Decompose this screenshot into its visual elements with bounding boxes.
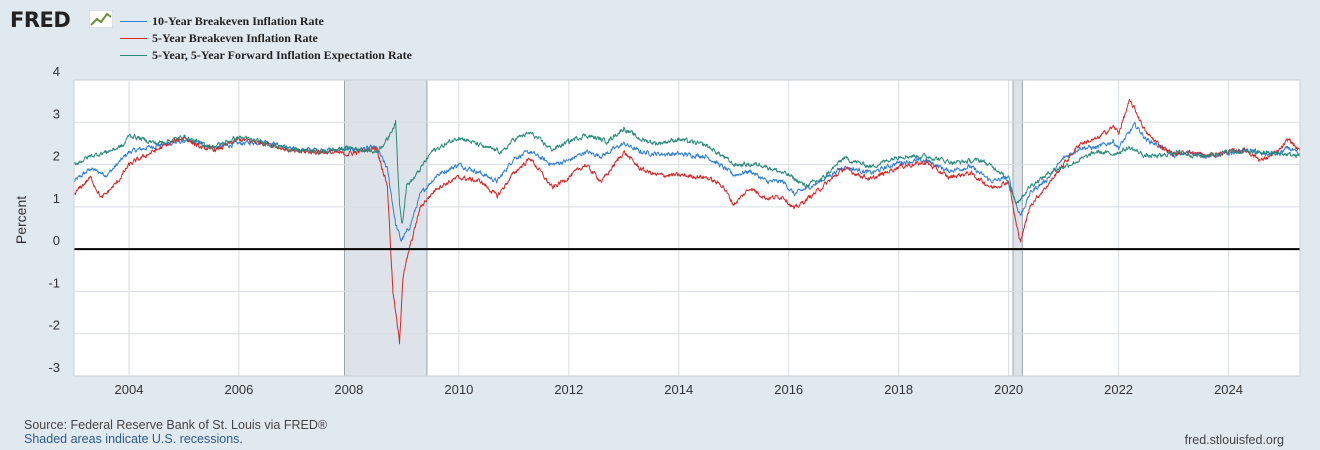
y-tick-label: 2 <box>53 149 60 164</box>
series-line-2 <box>73 98 1301 345</box>
recession-band <box>343 79 428 377</box>
x-tick-label: 2014 <box>664 382 693 397</box>
x-tick-label: 2010 <box>444 382 473 397</box>
plot-border <box>73 79 1301 377</box>
line-chart[interactable]: 4 3 2 1 0 -1 -2 -3 2004 2006 2008 2010 2012 2014 2016 2… <box>0 60 1320 400</box>
x-tick-label: 2020 <box>994 382 1023 397</box>
legend-swatch <box>120 38 147 39</box>
legend-label: 5-Year, 5-Year Forward Inflation Expecta… <box>152 48 412 62</box>
x-tick-label: 2024 <box>1214 382 1243 397</box>
chart-legend: 10-Year Breakeven Inflation Rate 5-Year … <box>120 13 412 64</box>
legend-item[interactable]: 5-Year, 5-Year Forward Inflation Expecta… <box>120 47 412 64</box>
x-tick-label: 2016 <box>774 382 803 397</box>
legend-item[interactable]: 5-Year Breakeven Inflation Rate <box>120 30 412 47</box>
plot-area <box>74 80 1300 376</box>
y-tick-label: -2 <box>48 318 60 333</box>
fred-chart-icon <box>89 10 113 28</box>
y-tick-label: -1 <box>48 275 60 290</box>
legend-swatch <box>120 55 147 56</box>
fred-logo[interactable]: FRED <box>10 8 71 32</box>
legend-label: 5-Year Breakeven Inflation Rate <box>152 31 318 45</box>
x-tick-label: 2008 <box>334 382 363 397</box>
x-tick-label: 2012 <box>554 382 583 397</box>
x-tick-label: 2018 <box>884 382 913 397</box>
y-tick-label: -3 <box>48 360 60 375</box>
site-url[interactable]: fred.stlouisfed.org <box>1184 433 1284 447</box>
recession-note[interactable]: Shaded areas indicate U.S. recessions. <box>24 432 243 446</box>
series-line-3 <box>73 119 1301 224</box>
x-tick-label: 2022 <box>1104 382 1133 397</box>
x-tick-label: 2006 <box>224 382 253 397</box>
y-tick-label: 1 <box>53 191 60 206</box>
y-tick-label: 4 <box>53 64 60 79</box>
legend-item[interactable]: 10-Year Breakeven Inflation Rate <box>120 13 412 30</box>
x-tick-label: 2004 <box>115 382 144 397</box>
y-tick-label: 3 <box>53 106 60 121</box>
legend-label: 10-Year Breakeven Inflation Rate <box>152 14 324 28</box>
source-note: Source: Federal Reserve Bank of St. Loui… <box>24 418 328 432</box>
y-tick-label: 0 <box>53 233 60 248</box>
legend-swatch <box>120 21 147 22</box>
